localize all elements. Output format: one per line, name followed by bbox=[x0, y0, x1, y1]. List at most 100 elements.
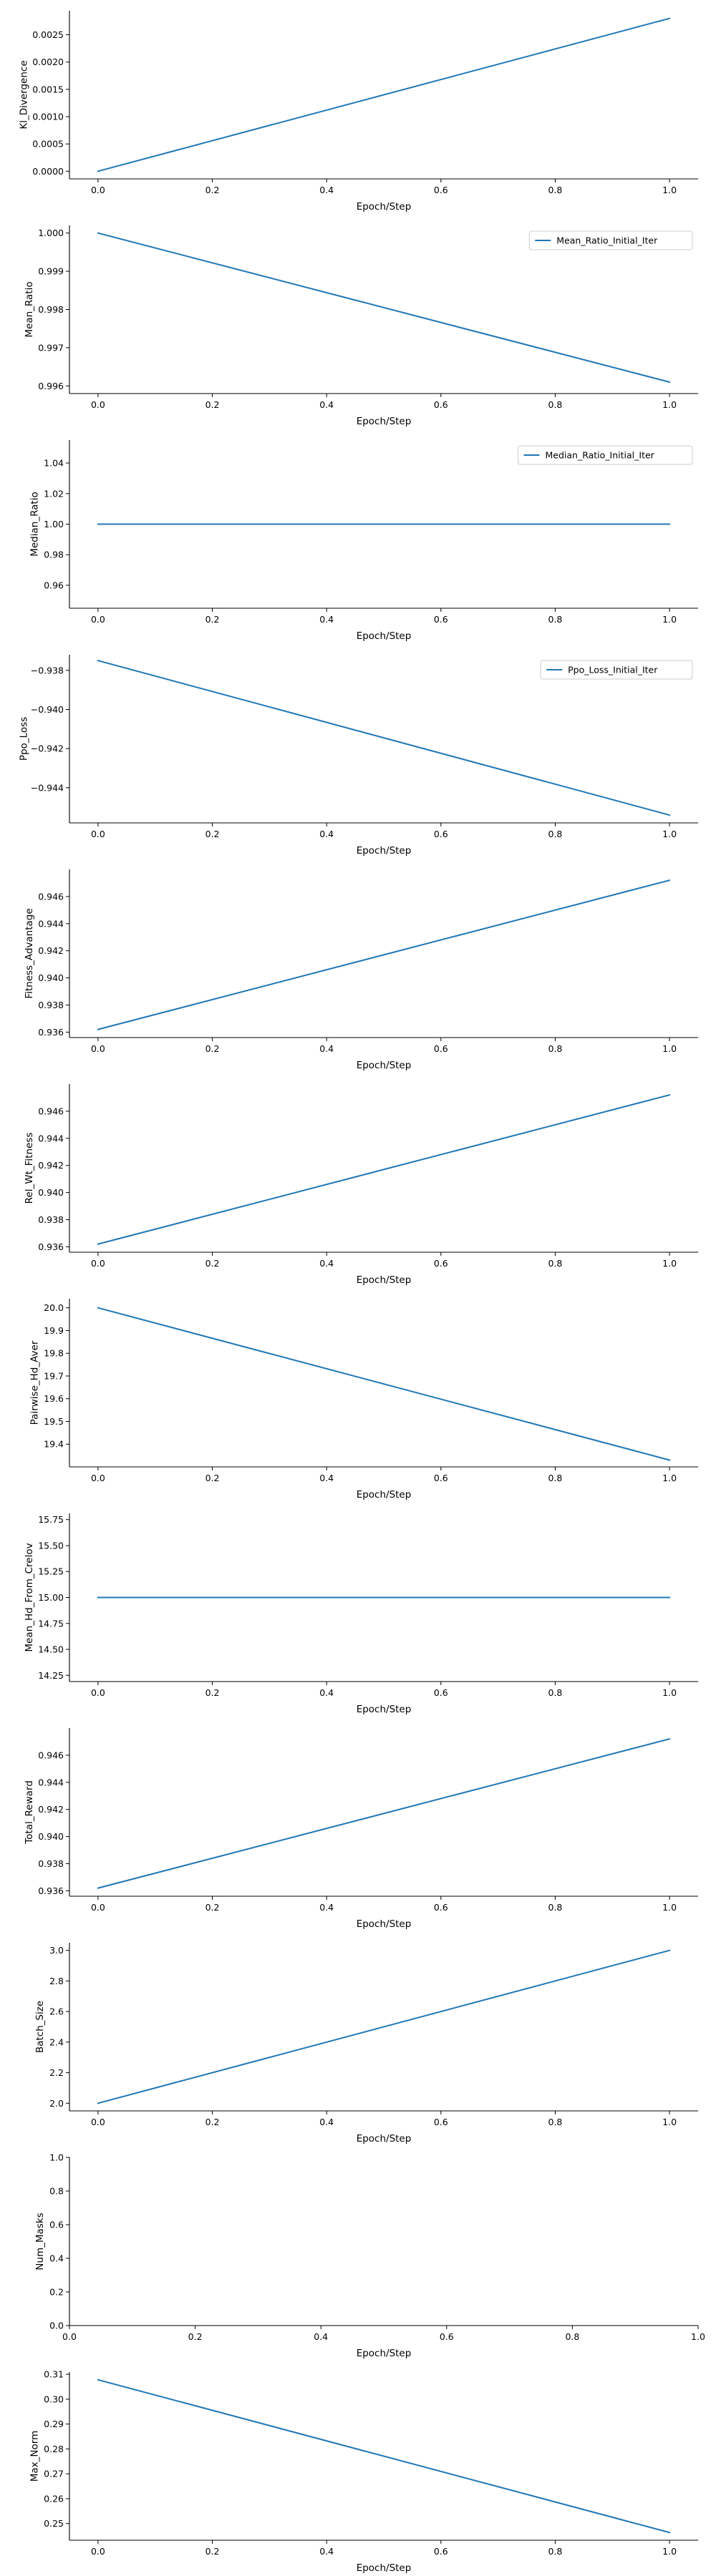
y-tick-label: 2.2 bbox=[49, 2067, 64, 2078]
series-line-0 bbox=[97, 659, 671, 816]
x-tick-label: 0.4 bbox=[314, 2331, 328, 2342]
x-tick-label: 1.0 bbox=[662, 1043, 677, 1054]
y-tick-label: 0.942 bbox=[38, 1804, 64, 1815]
x-axis-label: Epoch/Step bbox=[357, 416, 412, 427]
x-tick-label: 1.0 bbox=[662, 1902, 677, 1913]
y-tick-label: 2.6 bbox=[49, 2006, 64, 2017]
x-tick-label: 0.0 bbox=[91, 614, 105, 625]
y-tick-label: 0.96 bbox=[44, 580, 64, 590]
x-tick-label: 0.2 bbox=[205, 185, 220, 195]
y-tick-label: 1.00 bbox=[44, 519, 64, 530]
y-tick-label: 0.996 bbox=[38, 381, 64, 391]
x-tick-label: 0.4 bbox=[319, 1902, 334, 1913]
y-tick-label: 14.25 bbox=[38, 1670, 64, 1681]
y-tick-label: 0.0005 bbox=[32, 139, 64, 150]
y-tick-label: 0.942 bbox=[38, 945, 64, 956]
chart-panel-1: 0.0 0.2 0.4 0.6 0.8 1.0 0.996 0.997 0.998 0.999 1.… bbox=[24, 225, 698, 427]
chart-panel-8: 0.0 0.2 0.4 0.6 0.8 1.0 0.936 0.938 0.940 0.942 0.… bbox=[24, 1728, 698, 1930]
x-tick-label: 0.8 bbox=[548, 1687, 563, 1698]
y-tick-label: 15.25 bbox=[38, 1566, 64, 1577]
x-tick-label: 0.0 bbox=[91, 1473, 105, 1483]
y-tick-label: 1.02 bbox=[44, 488, 64, 499]
x-tick-label: 0.2 bbox=[205, 2117, 220, 2127]
legend: Mean_Ratio_Initial_Iter bbox=[528, 230, 693, 250]
series-line-0 bbox=[97, 17, 671, 172]
legend: Ppo_Loss_Initial_Iter bbox=[540, 660, 693, 680]
y-tick-label: 0.936 bbox=[38, 1241, 64, 1252]
x-tick-label: 0.6 bbox=[440, 2331, 454, 2342]
x-tick-label: 0.8 bbox=[548, 2117, 563, 2127]
y-tick-label: 0.8 bbox=[49, 2186, 64, 2197]
x-tick-label: 0.2 bbox=[205, 2546, 220, 2557]
x-tick-label: 0.0 bbox=[91, 1687, 105, 1698]
x-tick-label: 0.0 bbox=[91, 1043, 105, 1054]
x-tick-label: 0.6 bbox=[434, 1902, 448, 1913]
y-tick-label: −0.944 bbox=[31, 782, 64, 793]
y-tick-label: 14.75 bbox=[38, 1618, 64, 1629]
y-tick-label: 0.31 bbox=[44, 2369, 64, 2380]
x-tick-label: 1.0 bbox=[662, 185, 677, 195]
x-tick-label: 1.0 bbox=[662, 2117, 677, 2127]
y-tick-label: 2.8 bbox=[49, 1976, 64, 1986]
y-tick-label: 0.938 bbox=[38, 1000, 64, 1010]
chart-panel-9: 0.0 0.2 0.4 0.6 0.8 1.0 2.0 2.2 2.4 2.6 2.8 3.0 Epoc… bbox=[34, 1943, 698, 2145]
y-tick-label: 0.998 bbox=[38, 304, 64, 315]
x-tick-label: 0.6 bbox=[434, 1043, 448, 1054]
legend-box bbox=[528, 230, 693, 250]
x-tick-label: 0.2 bbox=[205, 1043, 220, 1054]
x-tick-label: 0.2 bbox=[205, 1902, 220, 1913]
series-line-0 bbox=[97, 232, 671, 384]
legend-label: Ppo_Loss_Initial_Iter bbox=[568, 665, 658, 675]
y-tick-label: 19.7 bbox=[44, 1370, 64, 1381]
legend-label: Median_Ratio_Initial_Iter bbox=[546, 450, 655, 461]
y-tick-label: −0.940 bbox=[31, 704, 64, 715]
x-tick-label: 0.8 bbox=[548, 1902, 563, 1913]
y-tick-label: 1.0 bbox=[49, 2152, 64, 2163]
y-tick-label: 15.50 bbox=[38, 1540, 64, 1551]
y-tick-label: 0.940 bbox=[38, 1187, 64, 1198]
x-axis-label: Epoch/Step bbox=[357, 1274, 412, 1286]
chart-panel-2: 0.0 0.2 0.4 0.6 0.8 1.0 0.96 0.98 1.00 1.02 1.04 Ep… bbox=[29, 440, 698, 642]
x-tick-label: 0.8 bbox=[548, 829, 563, 839]
x-tick-label: 0.6 bbox=[434, 2117, 448, 2127]
chart-panel-6: 0.0 0.2 0.4 0.6 0.8 1.0 19.4 19.5 19.6 19.7 19.8 19… bbox=[29, 1299, 698, 1501]
y-tick-label: 1.04 bbox=[44, 458, 64, 469]
x-tick-label: 0.6 bbox=[434, 185, 448, 195]
chart-panel-5: 0.0 0.2 0.4 0.6 0.8 1.0 0.936 0.938 0.940 0.942 0.… bbox=[24, 1084, 698, 1286]
y-axis-label: Fitness_Advantage bbox=[24, 908, 35, 998]
x-tick-label: 0.2 bbox=[205, 1687, 220, 1698]
y-tick-label: 0.30 bbox=[44, 2394, 64, 2404]
y-axis-label: Mean_Hd_From_Crelov bbox=[24, 1543, 35, 1652]
x-tick-label: 0.2 bbox=[205, 1473, 220, 1483]
x-tick-label: 0.0 bbox=[91, 2117, 105, 2127]
x-tick-label: 0.8 bbox=[548, 2546, 563, 2557]
chart-panel-7: 0.0 0.2 0.4 0.6 0.8 1.0 14.25 14.50 14.75 15.00 15… bbox=[24, 1513, 698, 1715]
y-tick-label: 19.4 bbox=[44, 1439, 64, 1450]
x-tick-label: 1.0 bbox=[662, 2546, 677, 2557]
y-tick-label: 15.00 bbox=[38, 1592, 64, 1603]
x-tick-label: 1.0 bbox=[662, 1687, 677, 1698]
legend: Median_Ratio_Initial_Iter bbox=[518, 445, 693, 465]
y-tick-label: 0.936 bbox=[38, 1885, 64, 1896]
y-tick-label: 0.26 bbox=[44, 2493, 64, 2504]
y-tick-label: 0.997 bbox=[38, 342, 64, 353]
x-tick-label: 0.8 bbox=[548, 1043, 563, 1054]
y-tick-label: 0.942 bbox=[38, 1160, 64, 1171]
y-tick-label: 0.0 bbox=[49, 2321, 64, 2331]
y-axis-label: Rel_Wt_Fitness bbox=[24, 1133, 35, 1204]
x-axis-label: Epoch/Step bbox=[357, 2348, 412, 2359]
y-tick-label: 2.0 bbox=[49, 2098, 64, 2109]
y-tick-label: −0.942 bbox=[31, 743, 64, 754]
y-tick-label: 0.0010 bbox=[32, 112, 64, 122]
y-tick-label: 15.75 bbox=[38, 1514, 64, 1525]
y-tick-label: −0.938 bbox=[31, 665, 64, 675]
x-tick-label: 0.6 bbox=[434, 1473, 448, 1483]
x-tick-label: 1.0 bbox=[691, 2331, 705, 2342]
x-tick-label: 0.0 bbox=[91, 1258, 105, 1269]
x-tick-label: 0.2 bbox=[205, 829, 220, 839]
y-axis-label: Pairwise_Hd_Aver bbox=[29, 1340, 41, 1425]
y-tick-label: 3.0 bbox=[49, 1945, 64, 1956]
x-tick-label: 0.2 bbox=[205, 614, 220, 625]
y-tick-label: 0.944 bbox=[38, 1133, 64, 1143]
y-tick-label: 14.50 bbox=[38, 1644, 64, 1655]
